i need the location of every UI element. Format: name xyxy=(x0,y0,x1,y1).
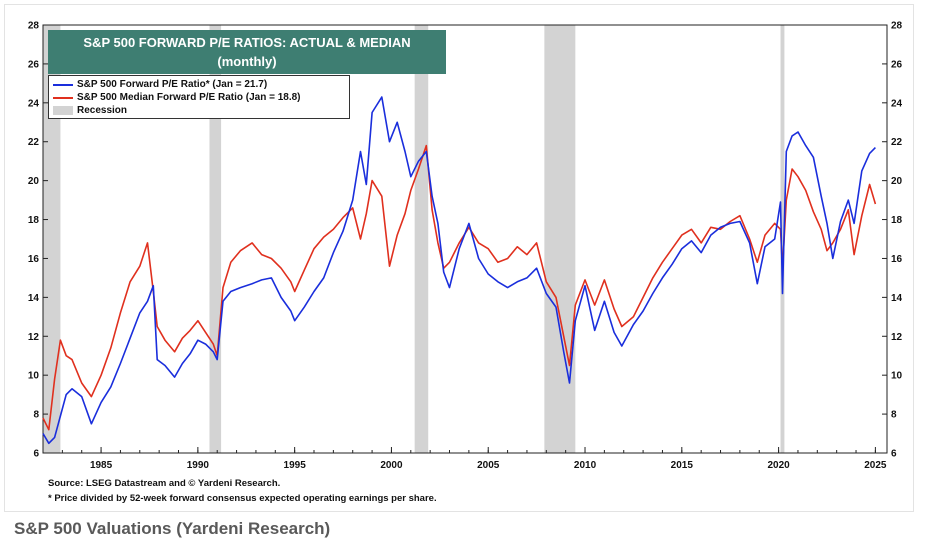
legend-swatch-median xyxy=(53,96,73,99)
legend-label-actual: S&P 500 Forward P/E Ratio* (Jan = 21.7) xyxy=(77,79,268,90)
y-tick-label-right: 10 xyxy=(891,371,903,382)
legend-label-recession: Recession xyxy=(77,105,128,116)
y-tick-label-left: 18 xyxy=(28,215,40,226)
y-tick-label-left: 20 xyxy=(28,176,40,187)
y-tick-label-left: 14 xyxy=(28,293,40,304)
y-tick-label-right: 14 xyxy=(891,293,903,304)
y-tick-label-right: 26 xyxy=(891,59,903,70)
y-tick-label-right: 18 xyxy=(891,215,903,226)
series-line-actual xyxy=(42,96,876,445)
x-tick-label: 1990 xyxy=(187,460,210,471)
y-tick-label-right: 8 xyxy=(891,410,897,421)
chart-frame: 6 6 8 8 10 10 12 12 14 14 16 16 18 18 20 20 22 22 24 24 26 26… xyxy=(4,4,914,512)
x-tick-label: 2025 xyxy=(864,460,887,471)
y-tick-label-left: 24 xyxy=(28,98,40,109)
y-tick-label-left: 26 xyxy=(28,59,40,70)
y-tick-label-left: 12 xyxy=(28,332,40,343)
legend-swatch-actual xyxy=(53,83,73,86)
y-tick-label-left: 8 xyxy=(33,410,39,421)
x-tick-label: 2005 xyxy=(477,460,500,471)
legend-label-median: S&P 500 Median Forward P/E Ratio (Jan = … xyxy=(77,92,301,103)
x-tick-label: 1985 xyxy=(90,460,113,471)
x-tick-label: 1995 xyxy=(284,460,307,471)
recession-band-3 xyxy=(544,25,576,453)
source-note: Source: LSEG Datastream and © Yardeni Re… xyxy=(48,478,281,489)
legend-swatch-recession xyxy=(53,106,73,115)
y-tick-label-right: 12 xyxy=(891,332,903,343)
recession-band-1 xyxy=(209,25,222,453)
y-tick-label-right: 16 xyxy=(891,254,903,265)
recession-band-4 xyxy=(780,25,785,453)
plot-area-border xyxy=(42,24,888,454)
x-tick-label: 2000 xyxy=(380,460,403,471)
chart-legend: S&P 500 Forward P/E Ratio* (Jan = 21.7) … xyxy=(48,75,350,119)
y-tick-label-left: 6 xyxy=(33,449,39,460)
recession-band-2 xyxy=(414,25,429,453)
x-tick-label: 2010 xyxy=(574,460,597,471)
y-tick-label-left: 28 xyxy=(28,21,40,32)
recession-band-0 xyxy=(43,25,61,453)
y-tick-label-left: 10 xyxy=(28,371,40,382)
y-tick-label-right: 20 xyxy=(891,176,903,187)
chart-title-box: S&P 500 FORWARD P/E RATIOS: ACTUAL & MED… xyxy=(48,30,446,74)
series-line-median xyxy=(42,144,877,431)
y-tick-label-right: 24 xyxy=(891,98,903,109)
legend-item-median: S&P 500 Median Forward P/E Ratio (Jan = … xyxy=(53,91,345,104)
y-tick-label-right: 6 xyxy=(891,449,897,460)
legend-item-actual: S&P 500 Forward P/E Ratio* (Jan = 21.7) xyxy=(53,78,345,91)
figure-caption: S&P 500 Valuations (Yardeni Research) xyxy=(14,519,331,538)
footnote: * Price divided by 52-week forward conse… xyxy=(48,493,437,504)
legend-item-recession: Recession xyxy=(53,104,345,117)
x-tick-label: 2020 xyxy=(767,460,790,471)
y-tick-label-left: 16 xyxy=(28,254,40,265)
y-tick-label-right: 28 xyxy=(891,21,903,32)
chart-subtitle: (monthly) xyxy=(217,54,277,69)
x-tick-label: 2015 xyxy=(671,460,694,471)
chart-title: S&P 500 FORWARD P/E RATIOS: ACTUAL & MED… xyxy=(83,35,411,50)
y-tick-label-left: 22 xyxy=(28,137,40,148)
y-tick-label-right: 22 xyxy=(891,137,903,148)
